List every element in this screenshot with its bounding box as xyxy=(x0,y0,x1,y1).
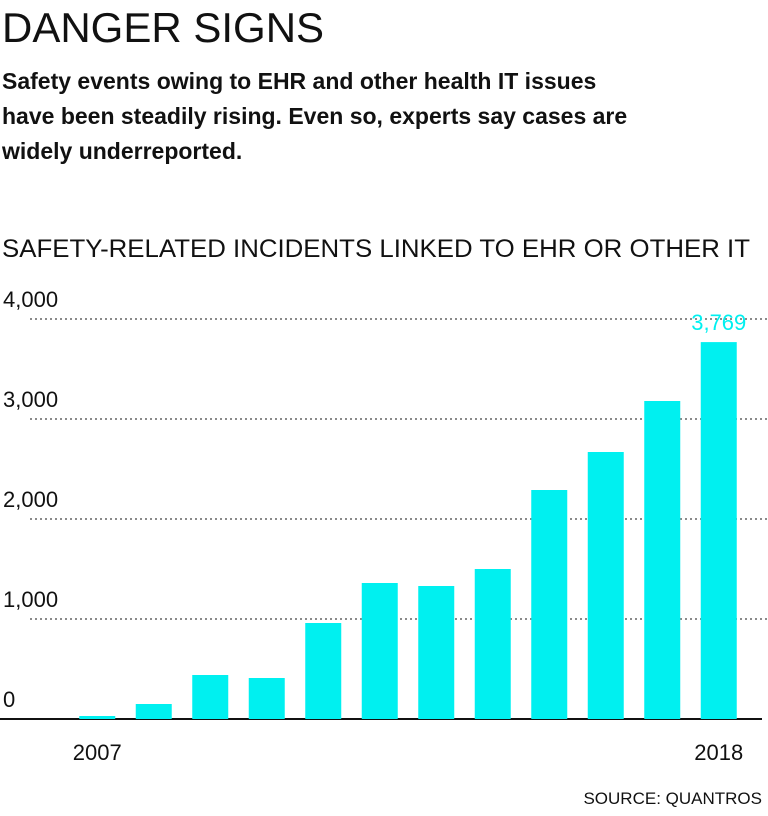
y-tick-label: 0 xyxy=(3,687,15,712)
bar xyxy=(135,704,172,719)
value-label: 3,769 xyxy=(691,310,746,335)
axis-title: SAFETY-RELATED INCIDENTS LINKED TO EHR O… xyxy=(2,235,750,263)
bar xyxy=(79,716,116,719)
y-tick-label: 3,000 xyxy=(3,387,58,412)
bar xyxy=(644,401,681,719)
bar xyxy=(192,675,229,719)
bar xyxy=(474,569,511,719)
bar xyxy=(305,623,342,719)
source: SOURCE: QUANTROS xyxy=(583,789,762,808)
x-tick-label: 2007 xyxy=(73,740,122,765)
bar xyxy=(248,678,285,719)
x-tick-label: 2018 xyxy=(694,740,743,765)
y-tick-label: 2,000 xyxy=(3,487,58,512)
bar xyxy=(587,452,624,719)
y-tick-label: 4,000 xyxy=(3,287,58,312)
bar xyxy=(531,490,568,719)
y-tick-label: 1,000 xyxy=(3,587,58,612)
subtitle: Safety events owing to EHR and other hea… xyxy=(2,68,596,94)
bar xyxy=(418,586,455,719)
bar xyxy=(361,583,398,719)
subtitle: widely underreported. xyxy=(1,138,242,164)
bar xyxy=(700,342,737,719)
chart-title: DANGER SIGNS xyxy=(2,4,324,51)
subtitle: have been steadily rising. Even so, expe… xyxy=(2,103,627,129)
